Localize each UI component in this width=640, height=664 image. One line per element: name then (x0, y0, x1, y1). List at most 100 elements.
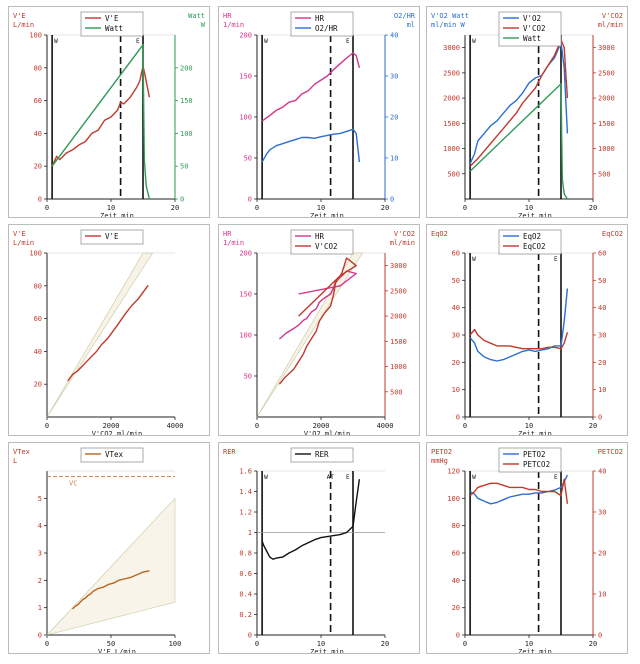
x-tick-label: 4000 (377, 422, 394, 430)
y-tick-label: 3000 (443, 44, 460, 52)
legend-label-hr: HR (315, 14, 325, 23)
series-o2-hr (261, 128, 361, 163)
x-axis-title: V'O2 ml/min (304, 430, 350, 435)
y-axis-unit: L (13, 457, 17, 465)
chart-hr-o2hr: HR 1/min O2/HR ml 0 50 100 150 200 0 10 20 30 40 0 10 20… (218, 6, 420, 218)
y-tick-label: 0.2 (239, 611, 252, 619)
y2-tick-label: 100 (180, 130, 193, 138)
x-tick-label: 20 (589, 204, 597, 212)
x-axis-title: Zeit min (310, 648, 344, 653)
y-tick-label: 0 (248, 196, 252, 204)
y-axis-unit: 1/min (223, 239, 244, 247)
chart-rer: RER 0 0.2 0.4 0.6 0.8 1 1.2 1.4 1.6 0 10 20 Zeit min W… (218, 442, 420, 654)
x-tick-label: 0 (255, 422, 259, 430)
y-tick-label: 150 (239, 291, 252, 299)
y-tick-label: 2500 (443, 69, 460, 77)
legend-box (80, 229, 144, 245)
legend-label-hr: HR (315, 232, 325, 241)
reference-wedge (46, 252, 154, 418)
y-tick-label: 100 (447, 495, 460, 503)
y2-axis-unit: ml (407, 21, 415, 29)
marker-e-label: E (346, 38, 350, 45)
legend-box (80, 447, 144, 463)
legend-box (498, 229, 562, 255)
legend-label-eqco2: EqCO2 (523, 242, 546, 251)
y-tick-label: 200 (239, 32, 252, 40)
y2-tick-label: 10 (598, 591, 606, 599)
chart-vo2-vco2-watt: V'O2 Watt ml/min W V'CO2 ml/min 500 1000 1500 2… (426, 6, 628, 218)
y-tick-label: 0 (38, 196, 42, 204)
y-tick-label: 100 (29, 250, 42, 258)
legend-label-eqo2: EqO2 (523, 232, 541, 241)
marker-e-label: E (554, 474, 558, 481)
legend-box (80, 11, 144, 37)
y-tick-label: 60 (452, 250, 460, 258)
y-axis-unit: L/min (13, 239, 34, 247)
y2-tick-label: 3000 (390, 262, 407, 270)
y-tick-label: 20 (452, 359, 460, 367)
chart-peto2-petco2: PETO2 mmHg PETCO2 0 20 40 60 80 100 120 0 10 20 30 40 0… (426, 442, 628, 654)
y-axis-title: RER (223, 448, 236, 456)
y-tick-label: 50 (244, 155, 252, 163)
y2-tick-label: 0 (390, 196, 394, 204)
y-tick-label: 120 (447, 468, 460, 476)
y-tick-label: 200 (239, 250, 252, 258)
legend-box (290, 447, 354, 463)
y2-tick-label: 60 (598, 250, 606, 258)
x-tick-label: 4000 (167, 422, 184, 430)
y2-axis-title: V'CO2 (394, 230, 415, 238)
legend-label-watt: Watt (523, 34, 541, 43)
y-tick-label: 2 (38, 577, 42, 585)
y-tick-label: 0.6 (239, 570, 252, 578)
y2-tick-label: 1000 (598, 145, 615, 153)
x-tick-label: 20 (381, 204, 389, 212)
y2-axis-title: EqCO2 (602, 230, 623, 238)
y2-axis-unit: ml/min (390, 239, 415, 247)
x-tick-label: 0 (45, 640, 49, 648)
y-tick-label: 80 (34, 64, 42, 72)
y-axis-unit: mmHg (431, 457, 448, 465)
reference-wedge (256, 252, 364, 418)
marker-w-label: W (472, 38, 476, 45)
series-v-e (67, 285, 149, 382)
legend-label-o2-hr: O2/HR (315, 24, 338, 33)
y2-tick-label: 30 (598, 332, 606, 340)
x-axis-title: Zeit min (518, 430, 552, 435)
y-tick-label: 2000 (443, 95, 460, 103)
y-tick-label: 100 (29, 32, 42, 40)
vc-label: VC (69, 479, 77, 487)
x-tick-label: 20 (381, 640, 389, 648)
y-tick-label: 1500 (443, 120, 460, 128)
y-tick-label: 10 (452, 386, 460, 394)
y-axis-unit: ml/min W (431, 21, 466, 29)
legend-label-v-co2: V'CO2 (523, 24, 546, 33)
y-tick-label: 60 (452, 550, 460, 558)
y2-tick-label: 40 (598, 304, 606, 312)
y2-axis-title: V'CO2 (602, 12, 623, 20)
legend-label-rer: RER (315, 450, 329, 459)
y2-tick-label: 3000 (598, 44, 615, 52)
series-v-co2 (278, 257, 357, 385)
y-tick-label: 5 (38, 495, 42, 503)
x-tick-label: 0 (255, 640, 259, 648)
y-tick-label: 0 (248, 632, 252, 640)
legend-label-vtex: VTex (105, 450, 124, 459)
y2-tick-label: 2500 (390, 287, 407, 295)
y-tick-label: 0 (38, 632, 42, 640)
x-tick-label: 10 (317, 640, 325, 648)
legend-box (290, 229, 354, 255)
y-tick-label: 40 (452, 304, 460, 312)
chart-ve-vs-vco2: V'E L/min 20 40 60 80 100 0 2000 4000 V'CO2 ml/min… (8, 224, 210, 436)
chart-vtex-vs-ve: VTex L 0 1 2 3 4 5 0 50 100 V'E L/min VC VTex (8, 442, 210, 654)
x-tick-label: 2000 (313, 422, 330, 430)
y2-tick-label: 30 (390, 73, 398, 81)
y2-tick-label: 40 (598, 468, 606, 476)
y-tick-label: 20 (34, 163, 42, 171)
y2-axis-unit: ml/min (598, 21, 623, 29)
legend-label-v-co2: V'CO2 (315, 242, 338, 251)
y-tick-label: 0 (456, 632, 460, 640)
legend-label-petco2: PETCO2 (523, 460, 550, 469)
y-axis-title: V'E (13, 12, 26, 20)
y-tick-label: 20 (452, 604, 460, 612)
y-tick-label: 0.8 (239, 550, 252, 558)
